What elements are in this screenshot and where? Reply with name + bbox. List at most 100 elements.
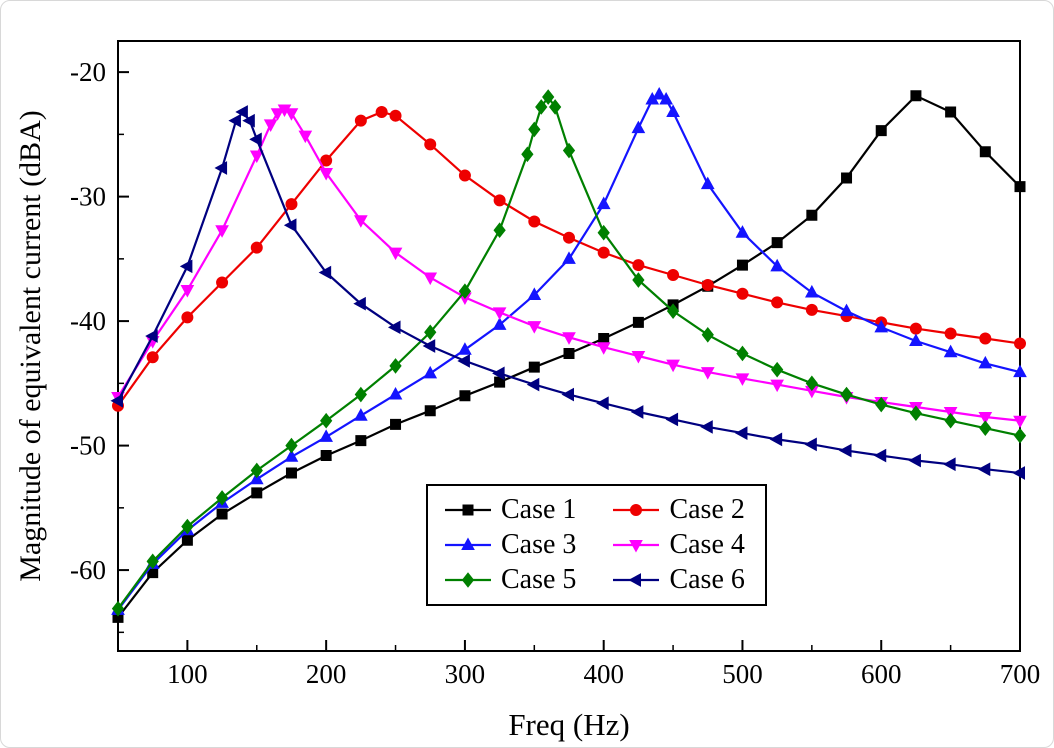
x-tick-label: 400 — [583, 659, 624, 689]
triangle-up-marker-icon — [770, 258, 784, 272]
circle-marker-icon — [424, 138, 437, 151]
x-axis-label: Freq (Hz) — [508, 707, 630, 742]
triangle-left-marker-icon — [214, 161, 228, 175]
square-marker-icon — [736, 259, 748, 271]
triangle-left-marker-icon — [734, 426, 748, 440]
circle-marker-icon — [909, 322, 922, 335]
diamond-marker-icon — [979, 420, 992, 436]
circle-marker-icon — [458, 169, 471, 182]
diamond-marker-icon — [909, 405, 923, 422]
triangle-left-marker-icon — [628, 573, 642, 587]
triangle-left-marker-icon — [387, 320, 401, 335]
triangle-down-marker-icon — [319, 167, 333, 181]
diamond-marker-icon — [875, 396, 888, 413]
triangle-left-marker-icon — [235, 105, 248, 119]
triangle-down-marker-icon — [270, 108, 285, 121]
triangle-left-marker-icon — [561, 387, 574, 402]
diamond-marker-icon — [493, 222, 506, 239]
legend-sample — [613, 573, 660, 587]
circle-marker-icon — [771, 296, 784, 309]
square-marker-icon — [841, 172, 853, 184]
y-axis-label: Magnitude of equivalent current (dBA) — [14, 110, 47, 582]
square-marker-icon — [910, 90, 922, 102]
square-marker-icon — [771, 237, 783, 249]
triangle-down-marker-icon — [666, 359, 680, 373]
circle-marker-icon — [181, 311, 194, 324]
triangle-left-marker-icon — [353, 296, 366, 311]
square-marker-icon — [528, 361, 540, 373]
triangle-left-marker-icon — [492, 366, 505, 381]
circle-marker-icon — [979, 332, 992, 345]
diamond-marker-icon — [548, 99, 562, 115]
square-marker-icon — [875, 125, 887, 137]
square-marker-icon — [390, 418, 402, 430]
triangle-left-marker-icon — [665, 412, 679, 427]
legend-item-case-6: Case 6 — [612, 564, 745, 596]
square-marker-icon — [181, 534, 193, 546]
triangle-left-marker-icon — [596, 396, 609, 411]
circle-marker-icon — [389, 109, 402, 122]
x-tick-label: 700 — [1000, 659, 1041, 689]
circle-marker-icon — [285, 198, 298, 211]
diamond-marker-icon — [944, 412, 957, 429]
triangle-down-marker-icon — [215, 225, 229, 238]
x-tick-label: 100 — [167, 659, 208, 689]
triangle-down-marker-icon — [492, 307, 507, 320]
triangle-down-marker-icon — [527, 321, 542, 334]
triangle-left-marker-icon — [457, 354, 470, 368]
y-tick-label: -20 — [70, 57, 106, 87]
circle-marker-icon — [216, 276, 229, 289]
circle-marker-icon — [354, 114, 367, 127]
diamond-marker-icon — [354, 386, 367, 403]
y-tick-label: -60 — [70, 555, 106, 585]
series-case-1 — [112, 90, 1026, 623]
x-tick-label: 600 — [861, 659, 902, 689]
triangle-left-marker-icon — [283, 218, 297, 233]
square-marker-icon — [806, 209, 818, 221]
circle-marker-icon — [632, 259, 645, 272]
x-tick-label: 300 — [445, 659, 486, 689]
triangle-up-marker-icon — [805, 284, 819, 298]
x-tick-label: 500 — [722, 659, 763, 689]
diamond-marker-icon — [535, 99, 548, 115]
series-case-5 — [111, 89, 1027, 617]
circle-marker-icon — [493, 194, 506, 207]
triangle-left-marker-icon — [769, 432, 783, 447]
triangle-up-marker-icon — [596, 196, 611, 210]
triangle-up-marker-icon — [527, 287, 542, 300]
diamond-marker-icon — [461, 572, 475, 588]
triangle-left-marker-icon — [422, 339, 436, 353]
legend-label: Case 6 — [669, 564, 745, 595]
diamond-marker-icon — [424, 324, 437, 341]
triangle-left-marker-icon — [873, 448, 887, 463]
square-marker-icon — [945, 106, 957, 118]
diamond-marker-icon — [632, 272, 645, 288]
diamond-marker-icon — [542, 89, 555, 105]
legend-sample — [445, 504, 491, 516]
triangle-up-marker-icon — [659, 91, 673, 105]
triangle-left-marker-icon — [700, 420, 713, 434]
triangle-down-marker-icon — [249, 150, 264, 164]
circle-marker-icon — [250, 241, 263, 254]
diamond-marker-icon — [805, 375, 818, 392]
square-marker-icon — [462, 504, 474, 516]
triangle-left-marker-icon — [526, 377, 540, 392]
triangle-up-marker-icon — [423, 365, 438, 379]
legend-item-case-1: Case 1 — [444, 494, 576, 526]
legend-label: Case 4 — [669, 529, 745, 560]
diamond-marker-icon — [771, 361, 784, 378]
legend-sample — [613, 504, 660, 516]
triangle-up-marker-icon — [492, 317, 507, 330]
diamond-marker-icon — [389, 358, 402, 374]
triangle-up-marker-icon — [874, 319, 889, 333]
triangle-down-marker-icon — [562, 332, 576, 345]
triangle-down-marker-icon — [770, 379, 784, 393]
diamond-marker-icon — [1013, 427, 1027, 444]
triangle-left-marker-icon — [110, 393, 123, 408]
diamond-marker-icon — [181, 518, 194, 535]
diamond-marker-icon — [597, 224, 610, 241]
triangle-left-marker-icon — [228, 113, 241, 128]
triangle-up-marker-icon — [909, 333, 923, 347]
legend-item-case-4: Case 4 — [612, 529, 745, 561]
